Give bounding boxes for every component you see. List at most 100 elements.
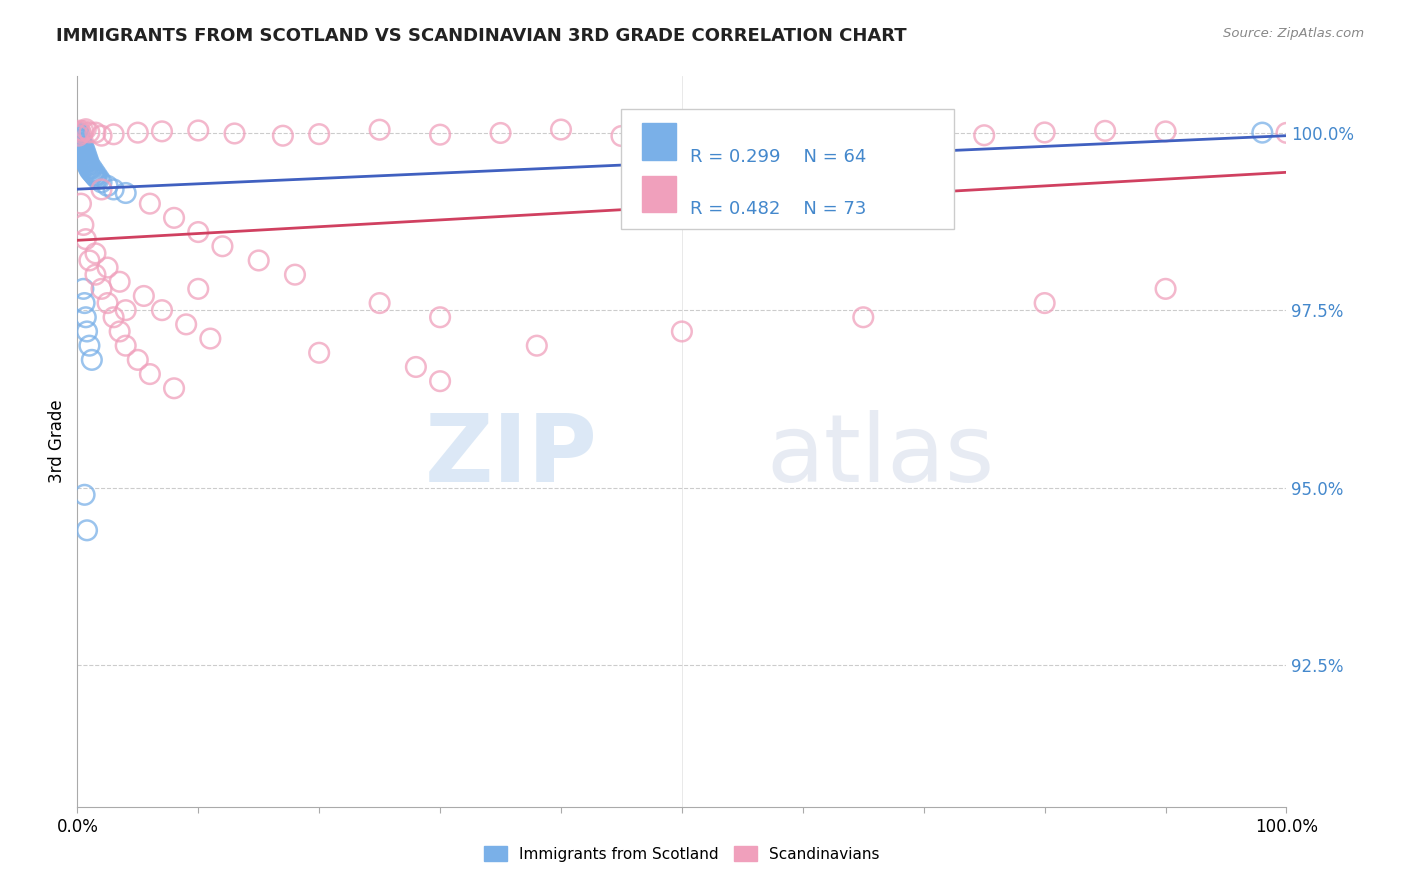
Point (84, 126, 107, 140)
Point (103, 182, 125, 196)
Point (69, 136, 91, 150)
Point (429, 374, 451, 388)
Point (76, 151, 98, 165)
Point (70, 140, 93, 154)
Point (72, 148, 94, 162)
Point (163, 211, 186, 225)
Point (84, 268, 107, 282)
Point (308, 127, 330, 141)
Point (84, 246, 107, 260)
Point (75, 154, 97, 169)
Point (86, 168, 108, 182)
Point (368, 296, 391, 310)
Point (1154, 282, 1177, 296)
Point (1275, 126, 1298, 140)
Point (852, 125, 875, 139)
Point (150, 303, 173, 318)
Point (69, 136, 91, 151)
Point (79, 164, 101, 178)
Point (163, 381, 186, 395)
Point (80, 352, 103, 367)
Point (174, 318, 197, 332)
Point (973, 128, 995, 143)
Point (79, 161, 101, 175)
Point (671, 125, 693, 139)
Point (127, 352, 149, 367)
Point (77, 158, 100, 172)
Point (84, 169, 107, 184)
Point (150, 124, 173, 138)
Point (1033, 296, 1056, 310)
Point (76, 325, 98, 339)
Point (308, 345, 330, 359)
Point (96, 260, 118, 275)
Point (70, 196, 93, 211)
Point (79, 339, 101, 353)
Point (69, 134, 91, 148)
Point (72, 282, 94, 296)
Point (79, 253, 101, 268)
Point (108, 325, 131, 339)
Point (70, 133, 93, 147)
Point (187, 123, 209, 137)
Point (103, 128, 125, 142)
Point (127, 126, 149, 140)
Point (76, 157, 98, 171)
Point (75, 147, 97, 161)
Point (67, 127, 90, 141)
Point (1251, 126, 1274, 140)
Point (284, 268, 307, 282)
Point (75, 232, 97, 246)
Point (139, 367, 162, 381)
Point (75, 310, 97, 325)
Point (70, 136, 93, 151)
Point (247, 253, 270, 268)
Text: atlas: atlas (766, 410, 995, 502)
Point (80, 165, 103, 179)
Point (76, 155, 98, 169)
Point (79, 162, 101, 177)
Legend: Immigrants from Scotland, Scandinavians: Immigrants from Scotland, Scandinavians (484, 846, 880, 862)
Point (83, 168, 105, 182)
Point (368, 122, 391, 136)
Point (73, 296, 96, 310)
Point (187, 225, 209, 239)
Point (70, 143, 93, 157)
Text: Source: ZipAtlas.com: Source: ZipAtlas.com (1223, 27, 1364, 40)
Point (79, 158, 101, 172)
Point (67, 128, 90, 143)
Point (96, 296, 118, 310)
Point (103, 310, 125, 325)
Point (75, 153, 97, 167)
Point (114, 339, 136, 353)
Point (1154, 124, 1177, 138)
Point (70, 141, 93, 155)
Point (526, 339, 548, 353)
Point (70, 138, 93, 153)
Point (271, 128, 294, 143)
Point (72, 140, 94, 154)
Point (69, 133, 91, 147)
Text: R = 0.482    N = 73: R = 0.482 N = 73 (690, 200, 866, 218)
Point (852, 310, 875, 325)
Point (70, 145, 93, 160)
Point (90, 282, 112, 296)
Point (224, 127, 246, 141)
Point (73, 144, 96, 158)
Point (72, 218, 94, 232)
Point (200, 332, 222, 346)
Bar (643, 123, 676, 160)
Point (1094, 124, 1116, 138)
Point (429, 310, 451, 325)
Point (67, 126, 90, 140)
Point (187, 282, 209, 296)
Point (610, 128, 633, 143)
Point (731, 122, 754, 136)
Text: ZIP: ZIP (425, 410, 598, 502)
Point (90, 175, 112, 189)
Point (67, 128, 90, 143)
Point (72, 147, 94, 161)
Point (67, 131, 90, 145)
Point (108, 275, 131, 289)
Text: R = 0.299    N = 64: R = 0.299 N = 64 (690, 147, 866, 166)
